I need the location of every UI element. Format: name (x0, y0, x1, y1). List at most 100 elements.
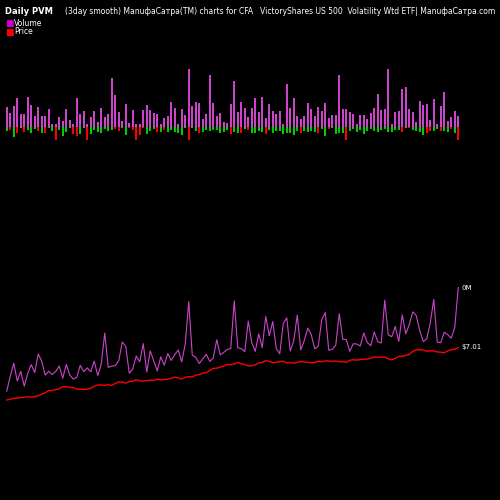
Bar (26, 127, 29, 130)
Bar (132, 127, 134, 130)
Bar (247, 118, 250, 127)
Bar (426, 127, 428, 134)
Bar (415, 127, 418, 131)
Bar (170, 127, 172, 130)
Bar (226, 122, 228, 127)
Bar (72, 124, 74, 127)
Bar (422, 105, 424, 127)
Bar (44, 116, 46, 127)
Bar (152, 127, 155, 129)
Bar (384, 110, 386, 127)
Bar (198, 127, 200, 133)
Bar (268, 104, 270, 127)
Text: $7.01: $7.01 (462, 344, 481, 350)
Bar (40, 127, 43, 132)
Bar (100, 108, 102, 127)
Bar (132, 110, 134, 127)
Bar (160, 127, 162, 132)
Bar (370, 127, 372, 130)
Bar (268, 127, 270, 130)
Bar (429, 120, 432, 127)
Bar (146, 127, 148, 134)
Bar (352, 114, 354, 127)
Text: (3day smooth) ManuфаСатра(TM) charts for CFA: (3day smooth) ManuфаСатра(TM) charts for… (65, 8, 253, 16)
Bar (275, 114, 278, 127)
Bar (324, 103, 326, 127)
Bar (82, 127, 85, 128)
Bar (446, 127, 449, 132)
Bar (142, 127, 144, 128)
Bar (240, 102, 242, 127)
Bar (394, 112, 396, 127)
Bar (254, 98, 256, 127)
Bar (110, 127, 113, 130)
Bar (422, 127, 424, 135)
Bar (90, 116, 92, 127)
Bar (160, 124, 162, 127)
Bar (278, 111, 281, 127)
Bar (348, 112, 351, 127)
Bar (104, 127, 106, 129)
Bar (404, 127, 407, 128)
Bar (180, 108, 183, 127)
Text: ■: ■ (5, 19, 14, 28)
Bar (23, 114, 26, 127)
Bar (128, 122, 130, 127)
Bar (454, 110, 456, 127)
Bar (58, 127, 60, 130)
Bar (107, 127, 110, 131)
Bar (163, 118, 166, 127)
Bar (163, 127, 166, 130)
Bar (320, 127, 323, 130)
Bar (373, 127, 376, 130)
Bar (96, 122, 99, 127)
Bar (34, 116, 36, 127)
Bar (142, 110, 144, 127)
Bar (289, 108, 292, 127)
Bar (219, 127, 222, 134)
Bar (376, 94, 379, 127)
Bar (226, 127, 228, 130)
Bar (68, 127, 71, 128)
Bar (356, 127, 358, 132)
Bar (222, 127, 225, 132)
Bar (233, 127, 235, 132)
Bar (292, 127, 295, 134)
Bar (387, 127, 390, 132)
Bar (216, 127, 218, 130)
Bar (104, 117, 106, 127)
Bar (310, 127, 312, 131)
Bar (138, 124, 141, 127)
Bar (212, 102, 214, 127)
Bar (180, 127, 183, 135)
Bar (62, 127, 64, 136)
Bar (166, 116, 169, 127)
Bar (454, 127, 456, 132)
Bar (250, 127, 253, 133)
Bar (303, 116, 306, 127)
Bar (384, 127, 386, 130)
Bar (202, 120, 204, 127)
Text: Price: Price (14, 28, 33, 36)
Bar (16, 127, 18, 133)
Bar (202, 127, 204, 132)
Bar (9, 113, 12, 127)
Bar (156, 127, 158, 132)
Bar (68, 120, 71, 127)
Bar (376, 127, 379, 132)
Bar (48, 127, 50, 128)
Bar (426, 104, 428, 127)
Bar (174, 108, 176, 127)
Bar (412, 112, 414, 127)
Bar (188, 127, 190, 140)
Bar (30, 127, 32, 134)
Bar (194, 127, 197, 131)
Bar (230, 127, 232, 134)
Bar (362, 127, 365, 134)
Text: ■: ■ (5, 28, 14, 36)
Bar (20, 127, 22, 128)
Bar (334, 127, 337, 134)
Bar (135, 127, 138, 140)
Bar (303, 127, 306, 130)
Bar (191, 106, 194, 127)
